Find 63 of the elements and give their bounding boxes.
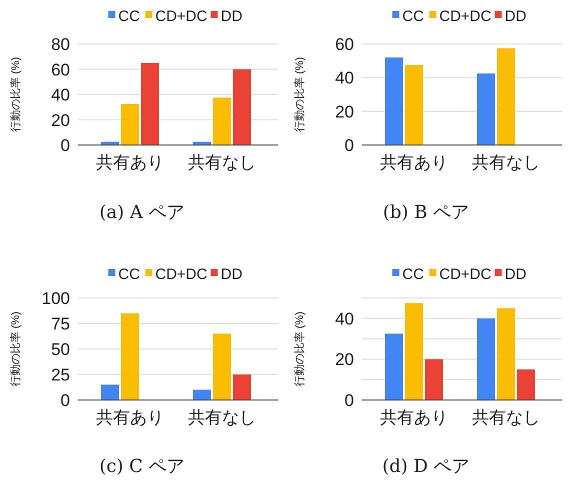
y-axis-title: 行動の比率 (%)	[9, 56, 22, 132]
x-tick-label: 共有あり	[96, 408, 164, 427]
y-tick-label: 60	[335, 35, 354, 54]
y-tick-label: 20	[51, 110, 70, 130]
y-tick-label: 0	[60, 136, 70, 155]
y-tick-label: 0	[60, 391, 70, 410]
x-tick-label: 共有あり	[380, 153, 448, 172]
legend-label: CD+DC	[439, 266, 492, 283]
y-tick-label: 40	[335, 68, 354, 88]
text: (a) A ペア	[99, 202, 185, 223]
bar	[497, 308, 515, 400]
legend-label: CC	[118, 8, 140, 25]
y-tick-label: 20	[335, 350, 354, 370]
legend-label: DD	[504, 266, 527, 283]
y-axis-title: 行動の比率 (%)	[9, 311, 22, 387]
legend-label: CD+DC	[155, 8, 208, 25]
bar	[121, 313, 139, 400]
bar	[405, 303, 423, 400]
legend-label: DD	[220, 266, 243, 283]
x-tick-label: 共有なし	[472, 153, 540, 172]
y-tick-label: 60	[51, 60, 70, 80]
bar	[101, 384, 119, 400]
bar	[405, 65, 423, 145]
bar	[213, 98, 231, 145]
y-tick-label: 20	[335, 102, 354, 122]
legend-label: CC	[118, 266, 140, 283]
legend-label: CC	[402, 8, 424, 25]
y-tick-label: 80	[51, 35, 70, 54]
x-tick-label: 共有なし	[188, 408, 256, 427]
y-tick-label: 40	[335, 309, 354, 328]
bar	[193, 390, 211, 400]
y-tick-label: 75	[51, 314, 70, 334]
bar	[121, 104, 139, 145]
legend-label: DD	[504, 8, 527, 25]
legend-label: CD+DC	[155, 266, 208, 283]
bar	[213, 334, 231, 400]
legend-label: CD+DC	[439, 8, 492, 25]
y-axis-title: 行動の比率 (%)	[293, 56, 306, 132]
y-tick-label: 0	[344, 391, 354, 410]
y-axis-title: 行動の比率 (%)	[293, 311, 306, 387]
x-tick-label: 共有なし	[472, 408, 540, 427]
bar	[477, 318, 495, 400]
x-tick-label: 共有あり	[96, 153, 164, 172]
bar	[477, 73, 495, 145]
bar	[517, 369, 535, 400]
y-tick-label: 40	[51, 86, 70, 104]
bar	[233, 69, 251, 145]
bar	[385, 334, 403, 400]
bar	[425, 359, 443, 400]
text: (d) D ペア	[382, 456, 470, 477]
y-tick-label: 25	[51, 366, 70, 384]
x-tick-label: 共有なし	[188, 153, 256, 172]
y-tick-label: 100	[42, 289, 70, 308]
y-tick-label: 0	[344, 136, 354, 155]
bar	[497, 48, 515, 145]
y-tick-label: 50	[51, 340, 70, 359]
legend-label: CC	[402, 266, 424, 283]
bar	[141, 62, 159, 145]
x-tick-label: 共有あり	[380, 408, 448, 427]
text: (c) C ペア	[99, 456, 185, 477]
text: (b) B ペア	[382, 202, 470, 223]
bar	[385, 57, 403, 145]
legend-label: DD	[220, 8, 243, 25]
